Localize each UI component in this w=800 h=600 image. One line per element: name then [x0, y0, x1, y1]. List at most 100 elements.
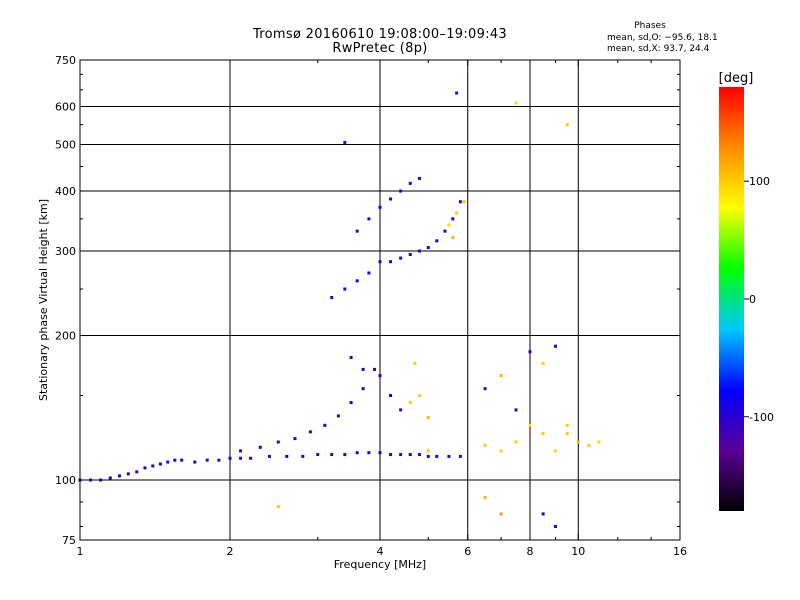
y-tick-label: 100	[55, 474, 76, 487]
data-point	[228, 456, 232, 460]
data-point	[367, 451, 371, 455]
data-point	[408, 253, 412, 257]
data-point	[565, 423, 569, 427]
data-point	[276, 505, 280, 509]
stats-x-line: mean, sd,X: 93.7, 24.4	[607, 44, 710, 54]
data-point	[455, 211, 459, 215]
data-point	[378, 205, 382, 209]
data-point	[399, 453, 403, 457]
data-point	[528, 423, 532, 427]
data-point	[426, 449, 430, 453]
x-tick-label: 8	[527, 545, 534, 558]
data-point	[462, 200, 466, 204]
data-point	[417, 394, 421, 398]
data-point	[367, 271, 371, 275]
data-point	[541, 432, 545, 436]
data-point	[308, 430, 312, 434]
data-point	[166, 460, 170, 464]
data-point	[435, 239, 439, 243]
data-point	[108, 476, 112, 480]
data-point	[323, 423, 327, 427]
data-point	[378, 374, 382, 378]
data-point	[435, 454, 439, 458]
data-point	[173, 458, 177, 462]
data-point	[143, 466, 147, 470]
data-point	[455, 91, 459, 95]
data-point	[447, 223, 451, 227]
data-point	[417, 453, 421, 457]
data-point	[553, 525, 557, 529]
data-point	[499, 449, 503, 453]
data-point	[349, 401, 353, 405]
data-point	[205, 458, 209, 462]
data-point	[89, 478, 93, 482]
x-axis-label: Frequency [MHz]	[334, 558, 426, 571]
data-point	[451, 236, 455, 240]
data-point	[343, 140, 347, 144]
data-point	[576, 440, 580, 444]
data-point	[249, 456, 253, 460]
data-point	[587, 444, 591, 448]
data-point	[336, 414, 340, 418]
data-point	[426, 246, 430, 250]
data-point	[408, 401, 412, 405]
data-point	[285, 454, 289, 458]
data-point	[355, 451, 359, 455]
data-point	[217, 458, 221, 462]
data-point	[426, 415, 430, 419]
colorbar-tick-label: 0	[749, 293, 756, 306]
data-point	[373, 367, 377, 371]
data-point	[330, 296, 334, 300]
data-point	[239, 456, 243, 460]
colorbar-gradient	[719, 87, 744, 511]
data-point	[180, 458, 184, 462]
data-point	[389, 260, 393, 264]
y-tick-label: 400	[55, 185, 76, 198]
colorbar-tick-label: 100	[749, 175, 770, 188]
x-tick-label: 2	[227, 545, 234, 558]
y-tick-label: 75	[62, 534, 76, 547]
data-point	[565, 432, 569, 436]
data-point	[541, 512, 545, 516]
data-point	[408, 181, 412, 185]
data-point	[399, 256, 403, 260]
data-point	[499, 374, 503, 378]
data-point	[378, 451, 382, 455]
data-point	[483, 444, 487, 448]
x-tick-label: 10	[571, 545, 585, 558]
data-point	[301, 454, 305, 458]
data-point	[349, 355, 353, 359]
colorbar: [deg] -100 0 100	[719, 71, 774, 511]
y-tick-label: 300	[55, 245, 76, 258]
chart-title: Tromsø 20160610 19:08:00–19:09:43	[252, 27, 508, 42]
data-point	[417, 249, 421, 253]
data-point	[361, 387, 365, 391]
y-tick-label: 200	[55, 330, 76, 343]
data-point	[553, 449, 557, 453]
data-point	[514, 101, 518, 105]
data-point	[276, 440, 280, 444]
data-point	[389, 453, 393, 457]
data-point	[443, 229, 447, 233]
data-point	[117, 474, 121, 478]
chart-subtitle: RwPretec (8p)	[332, 41, 428, 56]
data-point	[483, 495, 487, 499]
stats-heading: Phases	[634, 21, 666, 31]
data-point	[483, 387, 487, 391]
data-point	[135, 470, 139, 474]
data-point	[361, 367, 365, 371]
data-point	[258, 445, 262, 449]
data-point	[293, 437, 297, 441]
data-point	[316, 453, 320, 457]
y-tick-label: 500	[55, 139, 76, 152]
data-point	[399, 189, 403, 193]
x-tick-label: 6	[464, 545, 471, 558]
data-point	[355, 229, 359, 233]
data-point	[267, 454, 271, 458]
data-point	[565, 123, 569, 127]
data-point	[426, 454, 430, 458]
grid-lines	[80, 60, 680, 540]
data-point	[330, 453, 334, 457]
x-tick-label: 4	[377, 545, 384, 558]
data-point	[367, 217, 371, 221]
